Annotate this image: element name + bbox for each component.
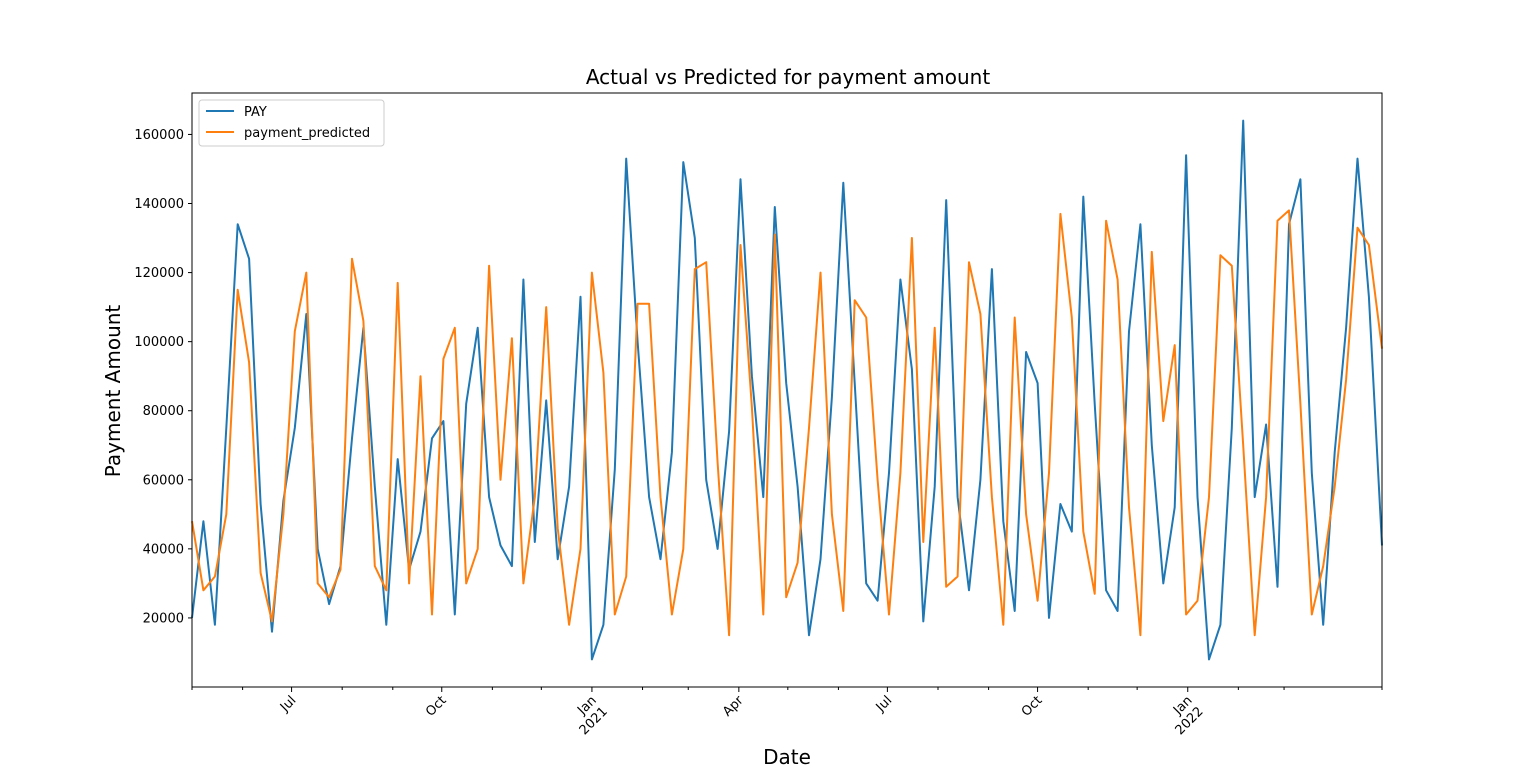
y-axis: 20000 40000 60000 80000 100000 120000 140000 16… [134,128,192,626]
legend: PAY payment_predicted [198,99,385,147]
legend-label: PAY [244,105,267,120]
legend-box [198,99,385,147]
y-axis-label: Payment Amount [101,305,125,478]
y-tick-label: 140000 [134,197,184,212]
series-points-0 [191,120,1383,660]
plot-frame [191,92,1383,688]
y-tick-label: 60000 [143,473,184,488]
chart-title: Actual vs Predicted for payment amount [586,65,991,89]
y-tick-label: 100000 [134,335,184,350]
y-tick-label: 20000 [143,611,184,626]
series-lines [191,119,1383,661]
y-tick-label: 160000 [134,128,184,143]
x-axis-label: Date [763,745,811,769]
legend-label: payment_predicted [244,126,370,141]
y-tick-label: 120000 [134,266,184,281]
y-tick-label: 80000 [143,404,184,419]
y-tick-label: 40000 [143,542,184,557]
